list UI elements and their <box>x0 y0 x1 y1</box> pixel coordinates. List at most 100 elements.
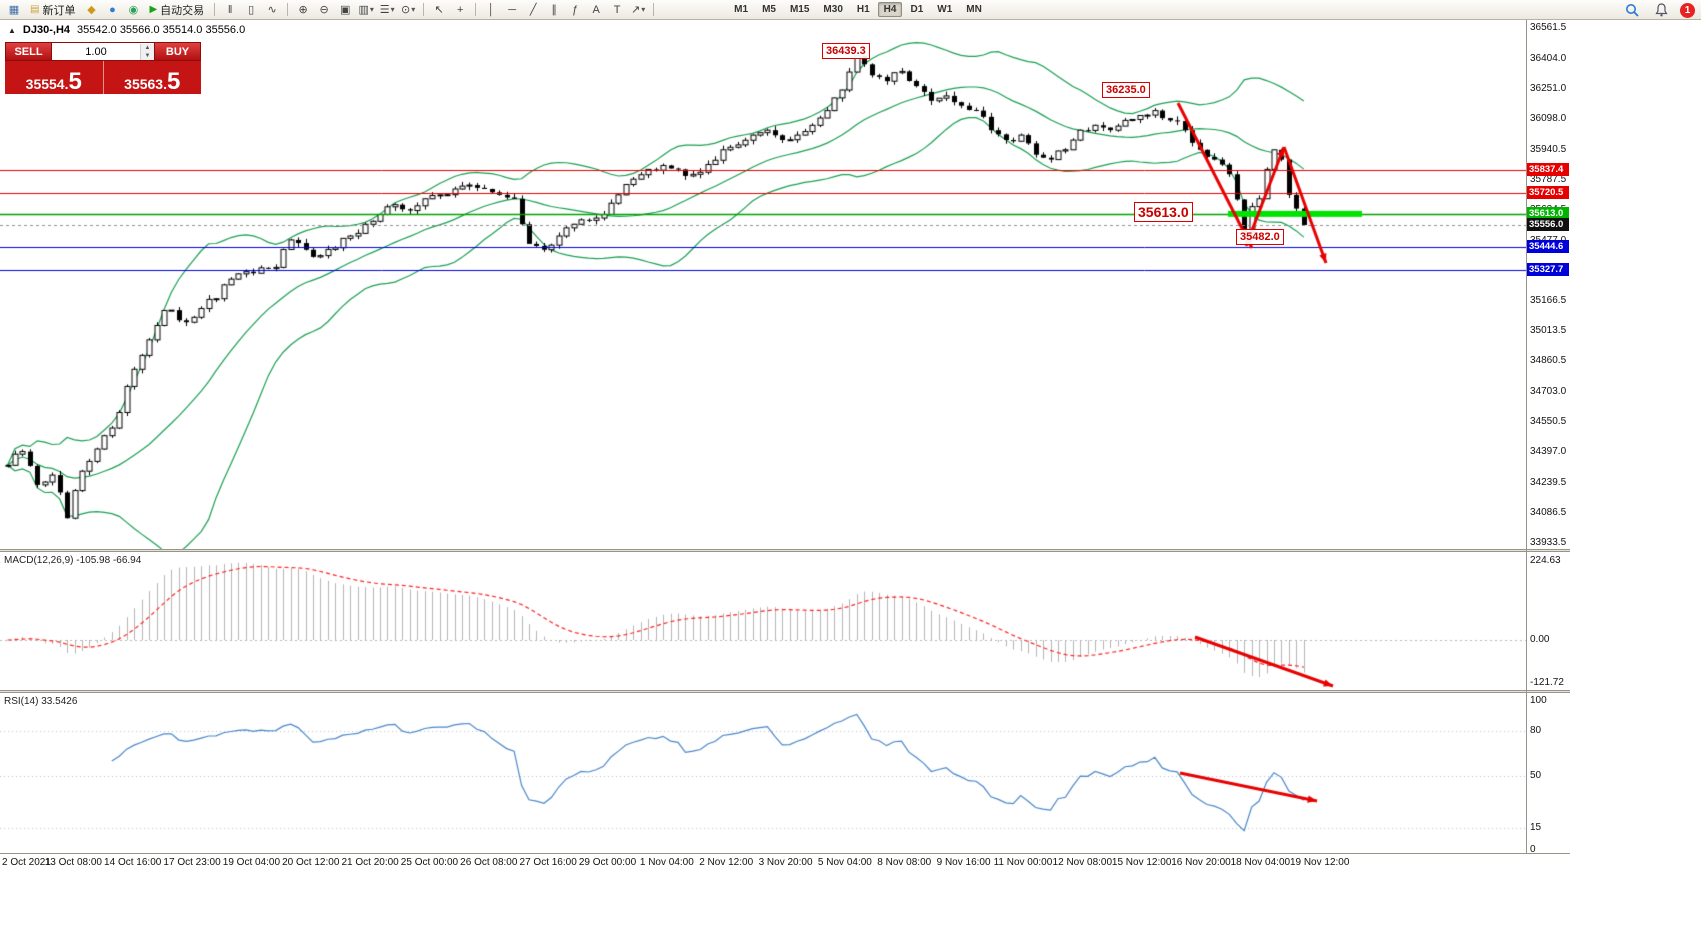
price-axis-label: 35013.5 <box>1530 325 1567 337</box>
search-icon <box>1626 4 1639 17</box>
buy-price-big-digit: 5 <box>166 67 181 95</box>
volume-spinner: ▲ ▼ <box>140 43 154 60</box>
community-icon[interactable]: ◉ <box>123 2 143 18</box>
price-label-high[interactable]: 36439.3 <box>822 43 870 59</box>
new-order-button[interactable]: ▤ 新订单 <box>25 2 80 18</box>
chart-window-icon[interactable]: ▦ <box>4 2 24 18</box>
price-axis-label: 36098.0 <box>1530 112 1567 124</box>
rsi-label: RSI(14) 33.5426 <box>4 696 78 707</box>
price-axis-label: 35166.5 <box>1530 295 1567 307</box>
templates-icon[interactable]: ▥ ▾ <box>356 2 376 18</box>
toolbar-separator <box>423 3 425 16</box>
sell-price-big-digit: 5 <box>68 67 82 95</box>
date-axis-label: 17 Oct 23:00 <box>163 857 221 868</box>
text-icon-glyph-icon: A <box>592 3 600 16</box>
line-chart-icon[interactable]: ∿ <box>262 2 282 18</box>
bar-chart-icon[interactable]: ‖ <box>220 2 240 18</box>
volume-field[interactable]: 1.00 ▲ ▼ <box>52 42 154 61</box>
volume-down-icon[interactable]: ▼ <box>141 51 154 60</box>
tile-windows-icon[interactable]: ▣ <box>335 2 355 18</box>
indicators-list-icon[interactable]: ☰ ▾ <box>377 2 397 18</box>
price-axis-label: 36404.0 <box>1530 52 1567 64</box>
expand-arrow-icon[interactable]: ▲ <box>8 25 16 35</box>
periods-icon[interactable]: ⊙ ▾ <box>398 2 418 18</box>
chart-canvas[interactable] <box>0 20 1526 853</box>
search-button[interactable] <box>1622 2 1642 18</box>
chat-icon[interactable]: ● <box>102 2 122 18</box>
timeframe-m1-button[interactable]: M1 <box>734 4 749 15</box>
trendline-icon[interactable]: ╱ <box>523 2 543 18</box>
rsi-axis-label: 0 <box>1530 844 1536 856</box>
buy-button[interactable]: BUY <box>154 42 201 61</box>
text-icon[interactable]: A <box>586 2 606 18</box>
toolbar-separator <box>287 3 289 16</box>
price-badge: 35444.6 <box>1527 239 1569 253</box>
date-axis-label: 12 Nov 08:00 <box>1052 857 1113 868</box>
text-label-icon[interactable]: T <box>607 2 627 18</box>
trendline-icon-glyph-icon: ╱ <box>529 3 537 16</box>
volume-value[interactable]: 1.00 <box>85 45 107 58</box>
price-axis-label: 34703.0 <box>1530 386 1567 398</box>
charts-menu-icon[interactable]: ◆ <box>81 2 101 18</box>
timeframe-m15-button[interactable]: M15 <box>789 4 810 15</box>
price-scale-border <box>1526 20 1527 854</box>
price-label-support[interactable]: 35613.0 <box>1134 202 1193 222</box>
price-label-lower-high[interactable]: 36235.0 <box>1102 82 1150 98</box>
date-axis-label: 2 Oct 2021 <box>2 857 51 868</box>
sell-price[interactable]: 35554. 5 <box>5 61 104 94</box>
auto-trading-button[interactable]: ▶ 自动交易 <box>144 2 209 18</box>
candlestick-chart-icon[interactable]: ▯ <box>241 2 261 18</box>
crosshair-icon[interactable]: + <box>450 2 470 18</box>
equidistant-channel-icon[interactable]: ∥ <box>544 2 564 18</box>
price-badge: 35613.0 <box>1527 206 1569 220</box>
timeframe-m5-button[interactable]: M5 <box>762 4 776 15</box>
buy-price-main: 35563. <box>124 76 167 92</box>
date-axis-label: 20 Oct 12:00 <box>282 857 340 868</box>
price-axis-label: 36251.0 <box>1530 82 1567 94</box>
zoom-out-icon-glyph-icon: ⊖ <box>319 3 329 16</box>
date-axis-label: 14 Oct 16:00 <box>104 857 162 868</box>
macd-axis-label: -121.72 <box>1530 676 1564 688</box>
notification-count-badge[interactable]: 1 <box>1680 2 1695 18</box>
macd-label: MACD(12,26,9) -105.98 -66.94 <box>4 555 142 566</box>
timeframe-m30-button[interactable]: M30 <box>823 4 843 15</box>
rsi-axis-label: 50 <box>1530 769 1542 781</box>
volume-up-icon[interactable]: ▲ <box>141 43 154 52</box>
timeframe-h4-button[interactable]: H4 <box>877 2 903 17</box>
cursor-icon[interactable]: ↖ <box>429 2 449 18</box>
symbol-header: ▲ DJ30-,H4 35542.0 35566.0 35514.0 35556… <box>8 24 245 36</box>
ohlc-values: 35542.0 35566.0 35514.0 35556.0 <box>77 24 246 36</box>
dropdown-arrow-icon: ▾ <box>641 4 646 14</box>
timeframe-mn-button[interactable]: MN <box>966 4 982 15</box>
dropdown-arrow-icon: ▾ <box>369 4 374 14</box>
timeframe-w1-button[interactable]: W1 <box>937 4 953 15</box>
date-axis-label: 18 Nov 04:00 <box>1230 857 1291 868</box>
date-axis-label: 1 Nov 04:00 <box>639 857 694 868</box>
date-axis-label: 9 Nov 16:00 <box>936 857 991 868</box>
text-label-icon-glyph-icon: T <box>613 3 621 16</box>
notifications-button[interactable] <box>1651 2 1671 18</box>
horizontal-line-icon[interactable]: ─ <box>502 2 522 18</box>
periods-icon-glyph-icon: ⊙ <box>401 3 411 16</box>
vertical-line-icon[interactable]: │ <box>481 2 501 18</box>
bell-icon <box>1654 3 1668 17</box>
auto-trading-button-label: 自动交易 <box>160 4 205 17</box>
date-axis-label: 19 Oct 04:00 <box>222 857 281 868</box>
timeframe-h1-button[interactable]: H1 <box>856 4 870 15</box>
timeframe-d1-button[interactable]: D1 <box>910 4 924 15</box>
macd-axis-label: 224.63 <box>1530 555 1561 566</box>
vertical-line-icon-glyph-icon: │ <box>487 3 495 16</box>
panel-divider[interactable] <box>0 690 1570 693</box>
panel-divider[interactable] <box>0 549 1570 552</box>
zoom-out-icon[interactable]: ⊖ <box>314 2 334 18</box>
date-axis-label: 19 Nov 12:00 <box>1289 857 1350 868</box>
zoom-in-icon[interactable]: ⊕ <box>293 2 313 18</box>
price-axis-label: 34860.5 <box>1530 355 1567 367</box>
buy-price[interactable]: 35563. 5 <box>103 61 201 95</box>
arrows-icon[interactable]: ↗ ▾ <box>628 2 648 18</box>
price-badge: 35837.4 <box>1527 162 1569 176</box>
price-label-low[interactable]: 35482.0 <box>1236 229 1284 245</box>
date-axis-label: 5 Nov 04:00 <box>817 857 872 868</box>
sell-button[interactable]: SELL <box>5 42 52 61</box>
fibonacci-icon[interactable]: ƒ <box>565 2 585 18</box>
